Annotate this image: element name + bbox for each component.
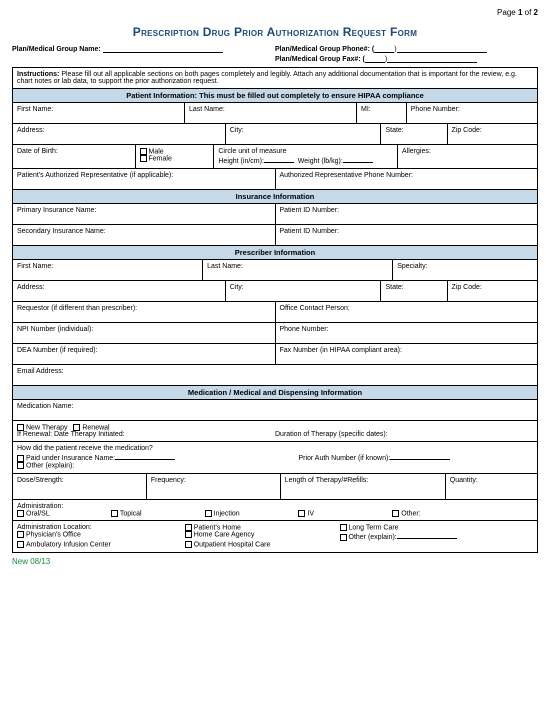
other-explain-checkbox[interactable] [17,462,24,469]
male-checkbox[interactable] [140,148,147,155]
instructions: Instructions: Please fill out all applic… [13,68,537,89]
zip-field[interactable]: Zip Code: [448,124,538,144]
oral-checkbox[interactable] [17,510,24,517]
section-medication: Medication / Medical and Dispensing Info… [13,386,537,400]
specialty-field[interactable]: Specialty: [393,260,537,280]
paid-under-checkbox[interactable] [17,455,24,462]
gender-field[interactable]: Male Female [136,145,215,168]
section-insurance: Insurance Information [13,190,537,204]
npi-field[interactable]: NPI Number (individual): [13,323,276,343]
presc-zip-field[interactable]: Zip Code: [448,281,538,301]
section-patient: Patient Information: This must be filled… [13,89,537,103]
secondary-ins-field[interactable]: Secondary Insurance Name: [13,225,276,245]
long-term-checkbox[interactable] [340,524,347,531]
length-therapy-field[interactable]: Length of Therapy/#Refills: [281,474,446,499]
first-name-field[interactable]: First Name: [13,103,185,123]
phone-field[interactable]: Phone Number: [407,103,537,123]
presc-phone-field[interactable]: Phone Number: [276,323,538,343]
primary-ins-field[interactable]: Primary Insurance Name: [13,204,276,224]
patient-id-1-field[interactable]: Patient ID Number: [276,204,538,224]
how-receive-field[interactable]: How did the patient receive the medicati… [13,442,537,472]
med-name-field[interactable]: Medication Name: [13,400,537,420]
last-name-field[interactable]: Last Name: [185,103,357,123]
requestor-field[interactable]: Requestor (if different than prescriber)… [13,302,276,322]
quantity-field[interactable]: Quantity: [446,474,537,499]
state-field[interactable]: State: [381,124,447,144]
allergies-field[interactable]: Allergies: [398,145,537,168]
city-field[interactable]: City: [226,124,382,144]
ambulatory-checkbox[interactable] [17,541,24,548]
mi-field[interactable]: MI: [357,103,407,123]
injection-checkbox[interactable] [205,510,212,517]
presc-first-name-field[interactable]: First Name: [13,260,203,280]
presc-last-name-field[interactable]: Last Name: [203,260,393,280]
loc-other-checkbox[interactable] [340,534,347,541]
patients-home-checkbox[interactable] [185,524,192,531]
admin-other-checkbox[interactable] [392,510,399,517]
iv-checkbox[interactable] [298,510,305,517]
patient-id-2-field[interactable]: Patient ID Number: [276,225,538,245]
outpatient-checkbox[interactable] [185,541,192,548]
renewal-checkbox[interactable] [73,424,80,431]
section-prescriber: Prescriber Information [13,246,537,260]
form-title: Prescription Drug Prior Authorization Re… [12,25,538,39]
patient-rep-field[interactable]: Patient's Authorized Representative (if … [13,169,276,189]
admin-location-field[interactable]: Administration Location: Patient's Home … [13,521,537,552]
fax-hipaa-field[interactable]: Fax Number (in HIPAA compliant area): [276,344,538,364]
presc-city-field[interactable]: City: [226,281,382,301]
administration-field[interactable]: Administration: Oral/SL Topical Injectio… [13,500,537,520]
header-plan-row: Plan/Medical Group Name: Plan/Medical Gr… [12,45,538,53]
phys-office-checkbox[interactable] [17,531,24,538]
presc-address-field[interactable]: Address: [13,281,226,301]
rep-phone-field[interactable]: Authorized Representative Phone Number: [276,169,538,189]
therapy-type-field[interactable]: New Therapy Renewal If Renewal: Date The… [13,421,537,441]
home-care-checkbox[interactable] [185,531,192,538]
new-therapy-checkbox[interactable] [17,424,24,431]
email-field[interactable]: Email Address: [13,365,537,385]
main-form: Instructions: Please fill out all applic… [12,67,538,553]
frequency-field[interactable]: Frequency: [147,474,281,499]
topical-checkbox[interactable] [111,510,118,517]
measure-field[interactable]: Circle unit of measure Height (in/cm): W… [214,145,398,168]
footer-version: New 08/13 [12,557,538,566]
dea-field[interactable]: DEA Number (if required): [13,344,276,364]
dob-field[interactable]: Date of Birth: [13,145,136,168]
dose-field[interactable]: Dose/Strength: [13,474,147,499]
page-number: Page 1 of 2 [12,8,538,17]
office-contact-field[interactable]: Office Contact Person: [276,302,538,322]
female-checkbox[interactable] [140,155,147,162]
header-fax-row: Plan/Medical Group Fax#: () [12,55,538,63]
address-field[interactable]: Address: [13,124,226,144]
presc-state-field[interactable]: State: [381,281,447,301]
